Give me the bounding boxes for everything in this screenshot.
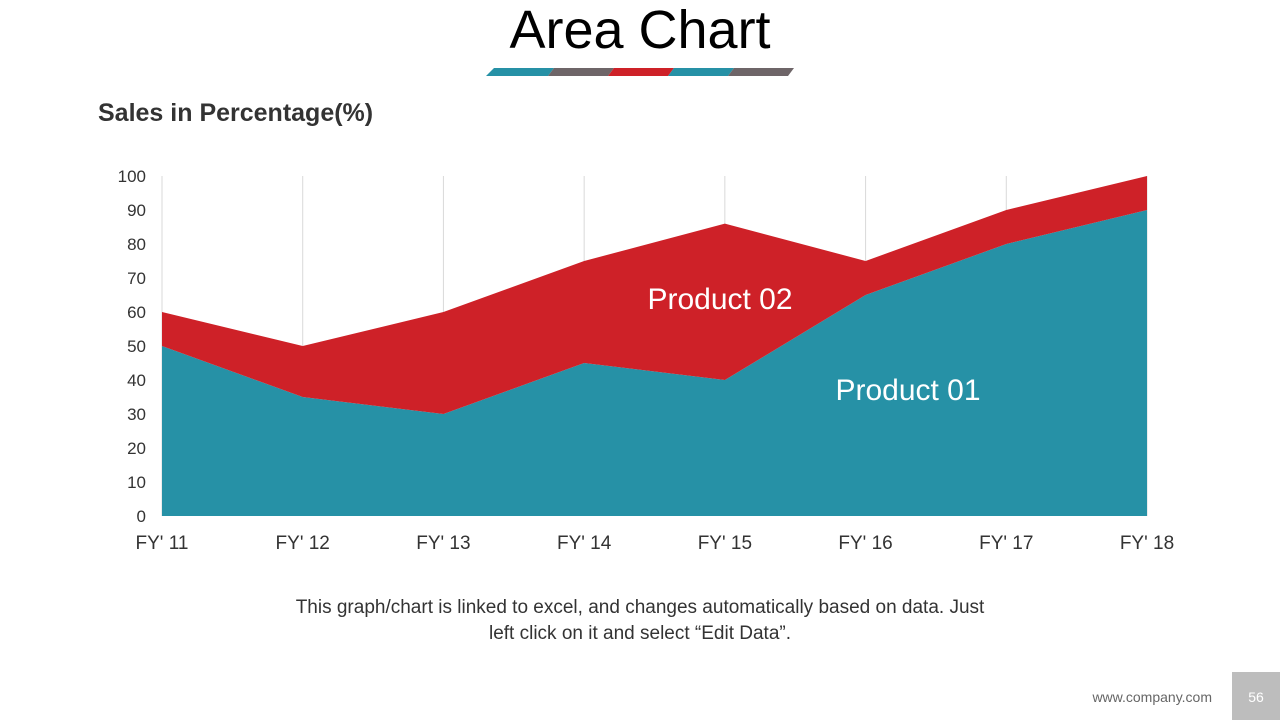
data-point-s2-1 [300, 343, 306, 349]
y-tick-label: 40 [127, 371, 146, 390]
x-tick-label: FY' 16 [838, 533, 892, 554]
decor-segment-3 [608, 68, 674, 76]
data-point-s1-2 [440, 411, 446, 417]
page-number: 56 [1232, 672, 1280, 720]
chart-subtitle: Sales in Percentage(%) [98, 99, 374, 127]
title-decoration [486, 68, 794, 76]
y-tick-label: 50 [127, 337, 146, 356]
decor-segment-5 [728, 68, 794, 76]
y-tick-label: 80 [127, 235, 146, 254]
data-point-s1-7 [1144, 207, 1150, 213]
data-point-s1-6 [1003, 241, 1009, 247]
decor-segment-1 [486, 68, 554, 76]
data-point-s2-6 [1003, 207, 1009, 213]
x-tick-label: FY' 14 [557, 533, 612, 554]
y-tick-label: 10 [127, 473, 146, 492]
y-tick-label: 60 [127, 303, 146, 322]
x-tick-label: FY' 17 [979, 533, 1033, 554]
footer-url[interactable]: www.company.com [1092, 689, 1212, 705]
data-point-s1-1 [300, 394, 306, 400]
chart-note: This graph/chart is linked to excel, and… [295, 597, 985, 644]
data-point-s2-7 [1144, 173, 1150, 179]
y-tick-label: 100 [118, 167, 146, 186]
y-tick-label: 0 [137, 507, 146, 526]
data-point-s1-5 [863, 292, 869, 298]
data-point-s1-0 [159, 343, 165, 349]
x-tick-label: FY' 13 [416, 533, 470, 554]
y-tick-label: 70 [127, 269, 146, 288]
y-tick-label: 30 [127, 405, 146, 424]
data-point-s2-0 [159, 309, 165, 315]
y-tick-label: 90 [127, 201, 146, 220]
series-area-1[interactable] [162, 210, 1147, 516]
series-label-2: Product 02 [647, 283, 792, 316]
x-tick-label: FY' 18 [1120, 533, 1174, 554]
series-label-1: Product 01 [835, 374, 980, 407]
area-chart[interactable]: 0 10 20 30 40 50 60 70 80 90 100 FY' 11 FY' 12 FY' 13… [0, 0, 1280, 600]
data-point-s2-2 [440, 309, 446, 315]
data-point-s2-4 [722, 221, 728, 227]
decor-segment-4 [668, 68, 734, 76]
decor-segment-2 [548, 68, 614, 76]
data-point-s2-5 [863, 258, 869, 264]
data-point-s1-4 [722, 377, 728, 383]
x-tick-label: FY' 15 [698, 533, 752, 554]
series-area-2[interactable] [162, 176, 1147, 414]
slide-title: Area Chart [509, 0, 771, 60]
data-point-s2-3 [581, 258, 587, 264]
data-point-s1-3 [581, 360, 587, 366]
y-tick-label: 20 [127, 439, 146, 458]
x-tick-label: FY' 12 [276, 533, 330, 554]
x-tick-label: FY' 11 [136, 533, 189, 554]
